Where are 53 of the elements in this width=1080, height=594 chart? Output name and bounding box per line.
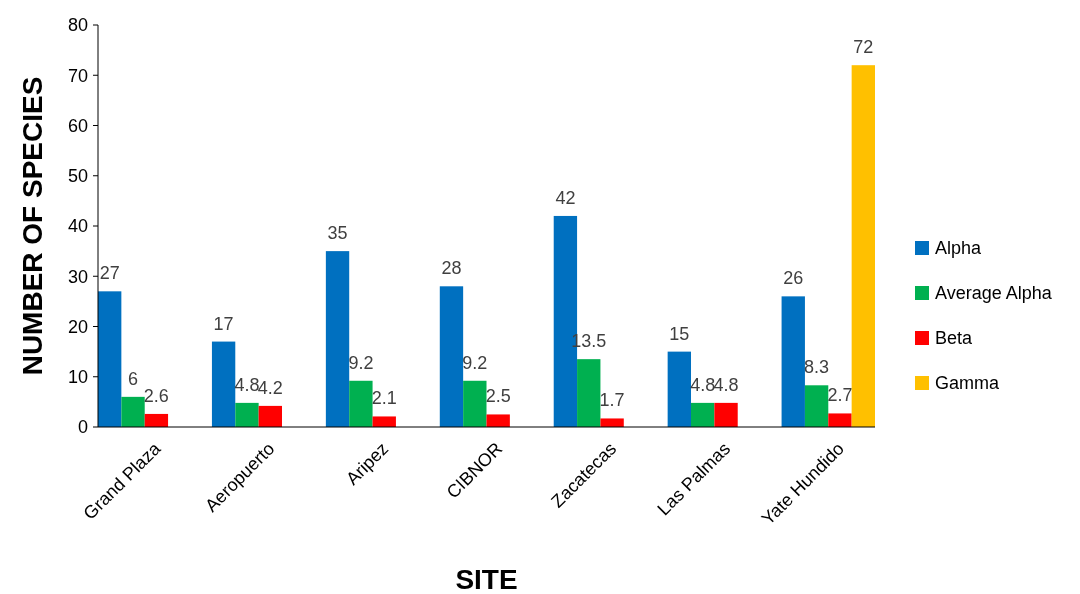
bar (804, 385, 829, 427)
bar (349, 380, 373, 427)
y-tick-label: 50 (67, 166, 88, 187)
bar (372, 416, 396, 427)
y-tick-label: 10 (67, 367, 88, 388)
bar (325, 251, 350, 427)
bar (851, 65, 875, 427)
data-label: 1.7 (599, 390, 625, 411)
bar (121, 396, 145, 427)
bar (486, 414, 510, 427)
legend-label: Gamma (935, 373, 1000, 394)
y-tick-label: 20 (67, 316, 88, 337)
bar (235, 402, 259, 427)
data-label: 72 (853, 37, 874, 58)
data-label: 8.3 (804, 357, 830, 378)
y-tick-label: 80 (67, 15, 88, 36)
bar (600, 418, 624, 427)
data-label: 35 (327, 223, 348, 244)
data-label: 42 (555, 187, 576, 208)
bar (258, 405, 282, 427)
data-label: 28 (441, 258, 462, 279)
data-label: 15 (669, 323, 690, 344)
data-label: 4.8 (234, 374, 260, 395)
x-axis-title: SITE (455, 564, 518, 594)
y-tick-label: 70 (67, 65, 88, 86)
y-tick-label: 30 (67, 266, 88, 287)
data-label: 4.8 (713, 374, 739, 395)
bar (691, 402, 715, 427)
y-axis-title: NUMBER OF SPECIES (17, 76, 48, 376)
legend-label: Average Alpha (935, 283, 1053, 304)
data-label: 9.2 (462, 352, 488, 373)
data-label: 9.2 (348, 352, 374, 373)
legend-label: Alpha (935, 238, 983, 259)
data-label: 17 (213, 313, 234, 334)
legend-label: Beta (935, 328, 974, 349)
data-label: 26 (783, 268, 804, 289)
data-label: 2.6 (143, 385, 169, 406)
data-label: 6 (128, 368, 139, 389)
y-tick-label: 60 (67, 115, 88, 136)
bar (439, 286, 464, 427)
data-label: 2.7 (827, 385, 853, 406)
bar (463, 380, 487, 427)
bar (98, 291, 122, 427)
bar (211, 341, 236, 427)
y-tick-label: 40 (67, 216, 88, 237)
bar (714, 402, 738, 427)
bar (828, 413, 852, 427)
bar (577, 359, 601, 427)
bar (667, 351, 691, 427)
bar (781, 296, 805, 427)
data-label: 27 (99, 263, 120, 284)
bar (144, 413, 169, 427)
y-tick-label: 0 (77, 417, 88, 438)
